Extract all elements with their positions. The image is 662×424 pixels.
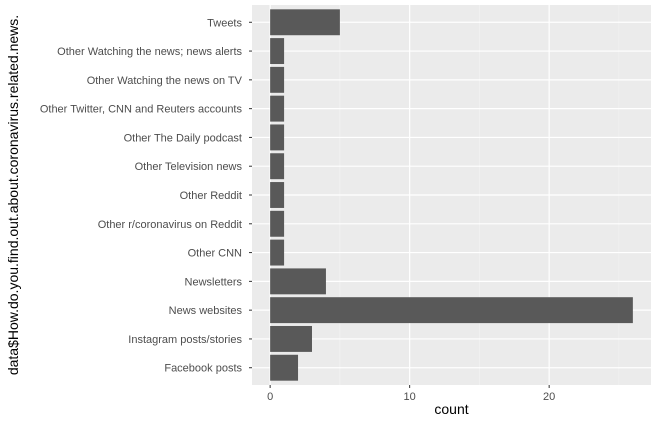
bar (270, 325, 312, 352)
bar (270, 38, 285, 65)
y-tick-label: Other r/coronavirus on Reddit (98, 219, 242, 231)
bar (270, 9, 340, 36)
y-tick-label: News websites (169, 305, 243, 317)
y-tick-label: Facebook posts (164, 363, 242, 375)
y-tick-label: Other Watching the news on TV (87, 75, 243, 87)
y-tick-label: Newsletters (185, 276, 243, 288)
bar (270, 124, 285, 151)
bar (270, 153, 285, 180)
bar (270, 297, 633, 324)
y-tick-label: Other CNN (188, 248, 242, 260)
bars (270, 9, 633, 381)
y-tick-label: Instagram posts/stories (128, 334, 242, 346)
bar (270, 66, 285, 93)
y-axis-title: data$How.do.you.find.out.about.coronavir… (5, 15, 21, 375)
bar (270, 95, 285, 122)
bar (270, 182, 285, 208)
bar (270, 268, 326, 295)
y-axis: Facebook posts Instagram posts/stories New… (40, 17, 252, 375)
bar (270, 354, 299, 381)
x-tick-label: 20 (543, 391, 555, 403)
y-tick-label: Other Twitter, CNN and Reuters accounts (40, 104, 243, 116)
x-tick-label: 10 (404, 391, 416, 403)
bar (270, 239, 285, 266)
x-axis: 0 10 20 (267, 385, 555, 403)
bar (270, 210, 285, 237)
y-tick-label: Tweets (207, 17, 242, 29)
x-axis-title: count (434, 401, 468, 417)
x-tick-label: 0 (267, 391, 273, 403)
y-tick-label: Other Reddit (180, 190, 242, 202)
y-tick-label: Other Watching the news; news alerts (57, 46, 242, 58)
y-tick-label: Other Television news (135, 161, 243, 173)
y-tick-label: Other The Daily podcast (124, 132, 242, 144)
